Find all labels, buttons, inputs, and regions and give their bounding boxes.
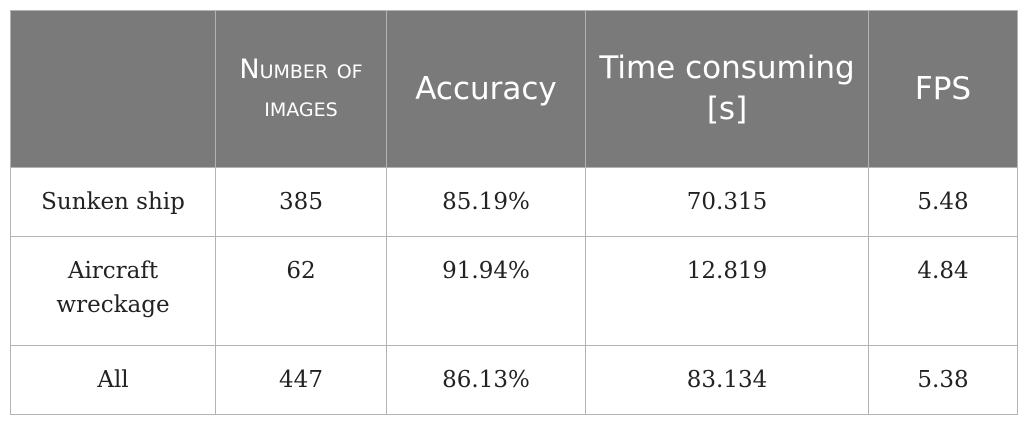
time-consuming-cell: 83.134	[585, 345, 869, 415]
header-cell-accuracy: Accuracy	[386, 10, 586, 168]
header-cell-fps: FPS	[868, 10, 1018, 168]
accuracy-cell: 85.19%	[386, 167, 586, 237]
time-consuming-cell: 12.819	[585, 236, 869, 346]
fps-cell: 5.48	[868, 167, 1018, 237]
header-cell-time-consuming: Time consuming [s]	[585, 10, 869, 168]
table-row: All 447 86.13% 83.134 5.38	[10, 345, 1018, 415]
accuracy-cell: 91.94%	[386, 236, 586, 346]
table-header: Number of images Accuracy Time consuming…	[10, 10, 1018, 168]
header-cell-number-of-images: Number of images	[215, 10, 387, 168]
results-table: Number of images Accuracy Time consuming…	[10, 10, 1018, 415]
fps-cell: 5.38	[868, 345, 1018, 415]
table-body: Sunken ship 385 85.19% 70.315 5.48 Aircr…	[10, 167, 1018, 415]
row-label-cell: Aircraft wreckage	[10, 236, 216, 346]
accuracy-cell: 86.13%	[386, 345, 586, 415]
table-row: Aircraft wreckage 62 91.94% 12.819 4.84	[10, 236, 1018, 346]
table-row: Sunken ship 385 85.19% 70.315 5.48	[10, 167, 1018, 237]
header-row: Number of images Accuracy Time consuming…	[10, 10, 1018, 168]
fps-cell: 4.84	[868, 236, 1018, 346]
header-cell-category	[10, 10, 216, 168]
row-label-cell: Sunken ship	[10, 167, 216, 237]
number-of-images-cell: 62	[215, 236, 387, 346]
number-of-images-cell: 385	[215, 167, 387, 237]
number-of-images-cell: 447	[215, 345, 387, 415]
time-consuming-cell: 70.315	[585, 167, 869, 237]
row-label-cell: All	[10, 345, 216, 415]
